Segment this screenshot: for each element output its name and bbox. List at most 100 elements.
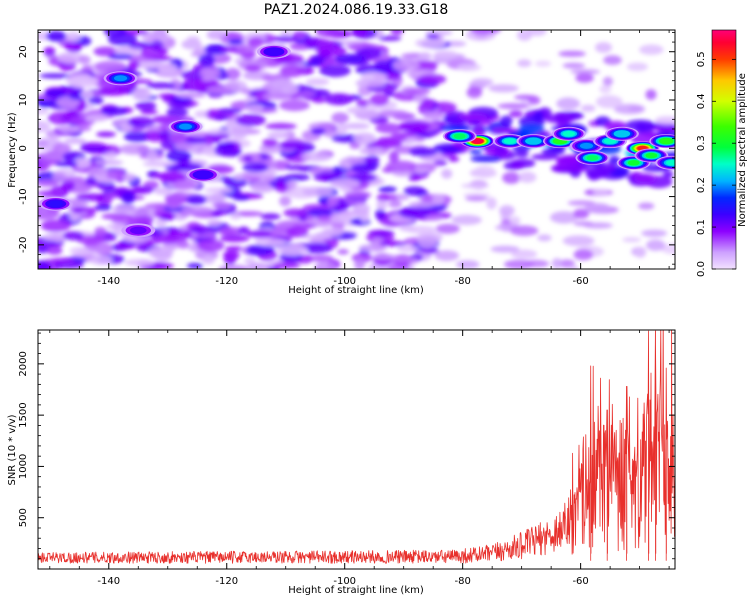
spectrogram-cell xyxy=(329,178,360,189)
x-tick-label: -60 xyxy=(572,576,588,587)
spectrogram-cell xyxy=(124,258,155,267)
spectrogram-cell xyxy=(101,106,128,116)
spectrogram-cell xyxy=(242,162,269,173)
spectrogram-cell xyxy=(408,147,438,157)
spectrogram-cell xyxy=(221,150,240,157)
spectrogram-cell xyxy=(316,39,334,48)
spectrogram-cell xyxy=(196,239,225,252)
spectrogram-cell xyxy=(247,37,264,48)
spectrogram-cell xyxy=(535,60,551,67)
snr-background xyxy=(38,330,675,569)
spectrogram-cell xyxy=(310,127,326,135)
spectrogram-cell xyxy=(140,109,158,115)
spectrogram-cell xyxy=(280,30,292,37)
spectrogram-cell xyxy=(173,179,196,191)
spectrogram-hotspot xyxy=(516,134,551,149)
colorbar-frame xyxy=(711,29,737,270)
y-tick-label: 1000 xyxy=(18,454,29,479)
spectrogram-cell xyxy=(654,116,675,125)
spectrogram-cell xyxy=(230,213,242,220)
spectrogram-cell xyxy=(352,30,367,37)
spectrogram-cell xyxy=(570,69,601,75)
spectrogram-cell xyxy=(285,180,298,188)
spectrogram-hotspot xyxy=(186,167,221,182)
spectrogram-cell xyxy=(375,208,386,221)
spectrogram-cell xyxy=(246,176,261,182)
spectrogram-cell xyxy=(284,164,306,171)
spectrogram-cell xyxy=(313,171,342,182)
spectrogram-cell xyxy=(204,44,229,55)
spectrogram-cell xyxy=(245,230,276,238)
colorbar-ramp xyxy=(712,30,736,269)
colorbar-tick-label: 0.1 xyxy=(696,219,707,235)
spectrogram-cell xyxy=(38,120,51,133)
spectrogram-cell xyxy=(73,157,92,169)
spectrogram-cell xyxy=(69,247,90,255)
spectrogram-cell xyxy=(388,150,400,164)
spectrogram-cell xyxy=(497,103,530,110)
spectrogram-cell xyxy=(170,96,193,103)
spectrogram-cell xyxy=(224,68,241,80)
spectrogram-cell xyxy=(211,210,224,217)
spectrogram-cell xyxy=(300,234,332,240)
spectrogram-cell xyxy=(128,41,155,50)
spectrogram-cell xyxy=(88,166,107,176)
spectrogram-cell xyxy=(108,53,133,60)
x-tick-label: -100 xyxy=(333,576,356,587)
spectrogram-cell xyxy=(537,234,552,242)
spectrogram-cell xyxy=(93,46,119,57)
spectrogram-cell xyxy=(64,138,87,144)
spectrogram-cell xyxy=(38,98,54,109)
spectrogram-cell xyxy=(314,261,337,269)
spectrogram-cell xyxy=(127,215,143,225)
spectrogram-cell xyxy=(292,31,306,39)
spectrogram-cell xyxy=(416,162,440,169)
snr-xlabel: Height of straight line (km) xyxy=(288,585,424,596)
spectrogram-cell xyxy=(573,220,594,227)
spectrogram-cell xyxy=(300,242,333,254)
snr-frame xyxy=(37,329,676,570)
spectrogram-cell xyxy=(207,219,222,226)
spectrogram-cell xyxy=(625,119,656,132)
spectrogram-cell xyxy=(238,226,250,235)
spectrogram-cell xyxy=(558,50,586,57)
spectrogram-cell xyxy=(336,122,348,135)
spectrogram-cell xyxy=(151,40,164,51)
spectrogram-cell xyxy=(212,201,232,210)
spectrogram-cell xyxy=(153,30,167,39)
spectrogram-cell xyxy=(198,53,215,67)
spectrogram-cell xyxy=(167,102,193,109)
spectrogram-cell xyxy=(490,245,520,253)
spectrogram-cell xyxy=(279,195,292,207)
spectrogram-cell xyxy=(242,155,253,162)
spectrogram-cell xyxy=(378,35,402,42)
spectrogram-cell xyxy=(80,142,107,149)
spectrogram-cell xyxy=(431,194,445,206)
spectrogram-cell xyxy=(457,63,481,72)
spectrogram-cell xyxy=(228,38,244,45)
spectrogram-cell xyxy=(510,161,526,170)
spectrogram-cell xyxy=(98,86,129,96)
spectrogram-cell xyxy=(392,59,420,72)
colorbar-tick-label: 0.0 xyxy=(696,261,707,277)
spectrogram-cell xyxy=(147,149,158,162)
spectrogram-cell xyxy=(206,30,228,40)
spectrogram-cell xyxy=(119,143,150,155)
spectrogram-hotspot xyxy=(655,155,675,170)
spectrogram-cell xyxy=(163,229,193,240)
x-tick-label: -140 xyxy=(97,576,120,587)
spectrogram-cell xyxy=(415,38,447,49)
spectrogram-cell xyxy=(423,111,445,121)
spectrogram-cell xyxy=(160,211,176,221)
spectrogram-cell xyxy=(52,143,72,154)
spectrogram-cell xyxy=(180,70,206,80)
spectrogram-cell xyxy=(67,75,99,88)
spectrogram-cell xyxy=(377,109,409,118)
spectrogram-cell xyxy=(246,244,275,256)
spectrogram-cell xyxy=(402,87,431,95)
spectrogram-cell xyxy=(424,215,442,221)
spectrogram-cell xyxy=(148,246,174,259)
spectrogram-cell xyxy=(254,238,286,247)
spectrogram-hotspot xyxy=(492,134,527,149)
